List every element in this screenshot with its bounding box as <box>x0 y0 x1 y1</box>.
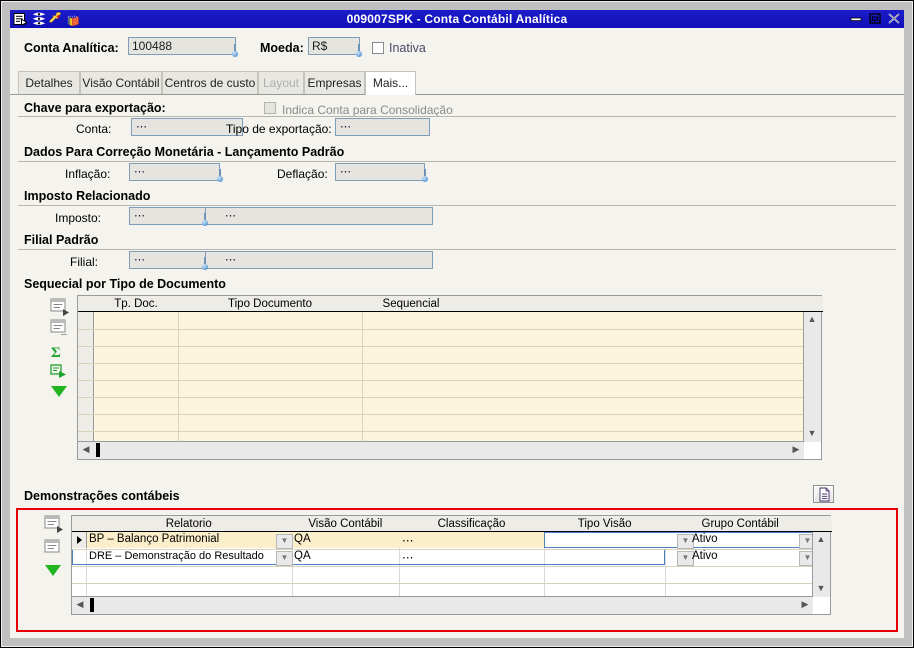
svg-text:—: — <box>61 332 67 337</box>
svg-text:Σ: Σ <box>51 345 61 360</box>
